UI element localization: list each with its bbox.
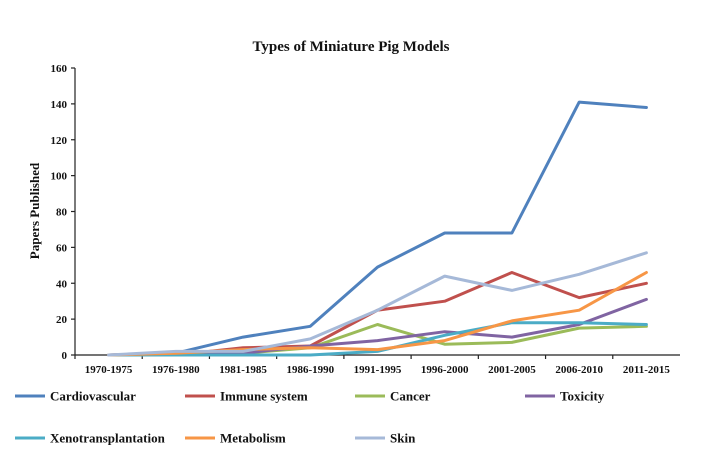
y-tick-label: 80 [56, 207, 68, 219]
legend-item-skin: Skin [355, 431, 416, 446]
legend-item-xenotransplantation: Xenotransplantation [15, 431, 166, 446]
y-tick-label: 20 [56, 314, 68, 326]
legend-item-immune-system: Immune system [185, 389, 308, 404]
series-line-toxicity [107, 297, 648, 357]
series-line-cardiovascular [107, 100, 648, 357]
y-tick-label: 100 [51, 171, 68, 183]
legend-label: Cancer [390, 389, 431, 404]
legend-label: Skin [390, 431, 416, 446]
x-tick-label: 2001-2005 [488, 364, 536, 376]
y-axis-label: Papers Published [27, 162, 42, 259]
x-tick-label: 1991-1995 [354, 364, 402, 376]
chart-title: Types of Miniature Pig Models [253, 39, 450, 55]
x-tick-label: 1976-1980 [152, 364, 200, 376]
legend-label: Metabolism [220, 431, 286, 446]
x-tick-label: 1986-1990 [286, 364, 334, 376]
legend-item-toxicity: Toxicity [525, 389, 605, 404]
y-tick-label: 60 [56, 242, 68, 254]
series-line-skin [107, 251, 648, 357]
legend-label: Xenotransplantation [50, 431, 166, 446]
y-tick-label: 140 [51, 99, 68, 111]
x-tick-label: 2011-2015 [623, 364, 671, 376]
legend-item-cancer: Cancer [355, 389, 431, 404]
series-line-xenotransplantation [107, 321, 648, 357]
legend-label: Toxicity [560, 389, 605, 404]
legend-item-metabolism: Metabolism [185, 431, 286, 446]
legend: Cardiovascular Immune system Cancer Toxicit… [15, 389, 605, 446]
series-lines [107, 100, 648, 357]
y-axis-ticks: 0 20 40 60 80 100 120 140 160 [51, 63, 75, 362]
x-tick-label: 1970-1975 [85, 364, 133, 376]
x-tick-label: 1981-1985 [219, 364, 267, 376]
y-tick-label: 160 [51, 63, 68, 75]
series-line-metabolism [107, 271, 648, 357]
legend-label: Immune system [220, 389, 308, 404]
y-tick-label: 120 [51, 135, 68, 147]
x-tick-label: 1996-2000 [421, 364, 469, 376]
legend-label: Cardiovascular [50, 389, 136, 404]
y-tick-label: 40 [56, 278, 68, 290]
x-tick-label: 2006-2010 [555, 364, 603, 376]
legend-item-cardiovascular: Cardiovascular [15, 389, 136, 404]
y-tick-label: 0 [62, 350, 68, 362]
x-axis-ticks: 1970-1975 1976-1980 1981-1985 1986-1990 1991… [74, 355, 671, 376]
